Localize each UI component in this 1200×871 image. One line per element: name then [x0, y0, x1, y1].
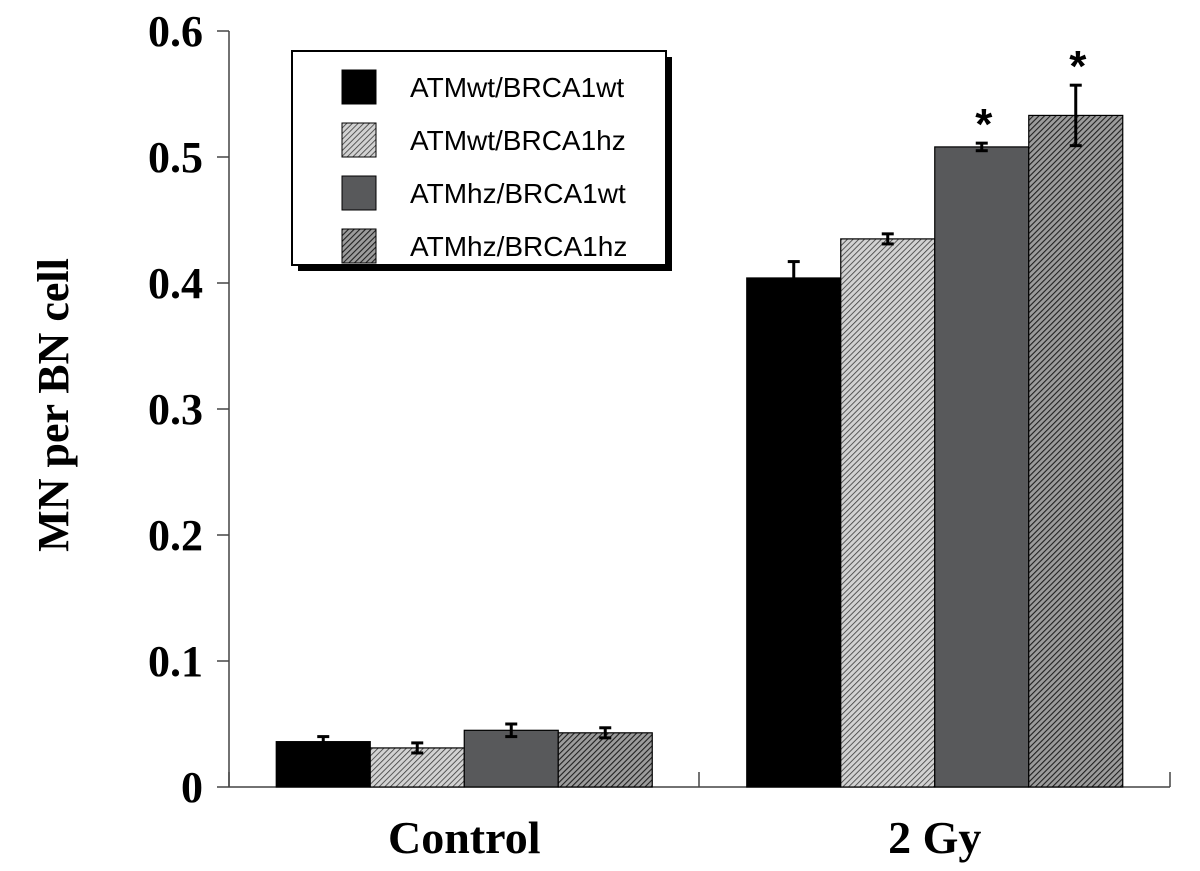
bar — [840, 238, 936, 788]
significance-marker: * — [1069, 42, 1087, 91]
y-tick-label: 0.2 — [148, 511, 203, 560]
legend-swatch — [341, 228, 377, 264]
x-category-label: 2 Gy — [888, 812, 981, 863]
legend-label: ATMwt/BRCA1hz — [410, 125, 626, 156]
y-tick-label: 0.5 — [148, 133, 203, 182]
y-tick-label: 0.1 — [148, 637, 203, 686]
legend-label: ATMwt/BRCA1wt — [410, 72, 624, 103]
bar — [934, 146, 1030, 788]
y-axis-title: MN per BN cell — [29, 258, 78, 552]
y-tick-label: 0 — [181, 763, 203, 812]
legend-swatch — [341, 69, 377, 105]
y-tick-label: 0.3 — [148, 385, 203, 434]
legend-label: ATMhz/BRCA1hz — [410, 231, 627, 262]
legend-label: ATMhz/BRCA1wt — [410, 178, 626, 209]
legend-swatch — [341, 175, 377, 211]
y-tick-label: 0.4 — [148, 259, 203, 308]
bar — [275, 741, 371, 788]
bar — [463, 729, 559, 788]
y-tick-label: 0.6 — [148, 7, 203, 56]
significance-marker: * — [975, 100, 993, 149]
x-category-label: Control — [388, 812, 541, 863]
legend: ATMwt/BRCA1wt ATMwt/BRCA1hz ATMhz/BRCA1wt A… — [291, 50, 672, 271]
bar — [746, 277, 842, 788]
bar — [1028, 114, 1124, 788]
bar — [557, 732, 653, 788]
legend-swatch — [341, 122, 377, 158]
